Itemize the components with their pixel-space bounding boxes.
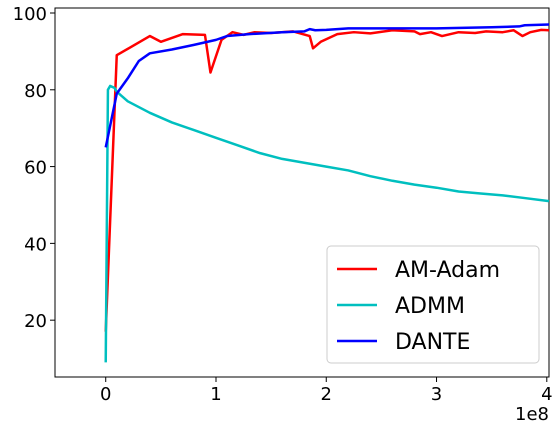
y-tick-label: 60 (24, 158, 47, 179)
x-tick-label: 4 (541, 384, 552, 405)
data-line (104, 28, 550, 332)
y-tick-label: 40 (24, 234, 47, 255)
x-tick-label: 1 (210, 384, 221, 405)
legend-label: ADMM (395, 294, 465, 319)
x-tick-label: 3 (431, 384, 442, 405)
legend-box (326, 245, 540, 364)
plot-frame (54, 7, 550, 378)
x-tick-label: 2 (321, 384, 332, 405)
legend-label: DANTE (395, 330, 470, 355)
y-tick-label: 100 (13, 4, 47, 25)
legend-label: AM-Adam (395, 258, 500, 283)
y-tick-label: 80 (24, 81, 47, 102)
x-tick-label: 0 (100, 384, 111, 405)
data-line (104, 23, 550, 148)
x-offset-label: 1e8 (515, 404, 549, 425)
y-tick-label: 20 (24, 311, 47, 332)
